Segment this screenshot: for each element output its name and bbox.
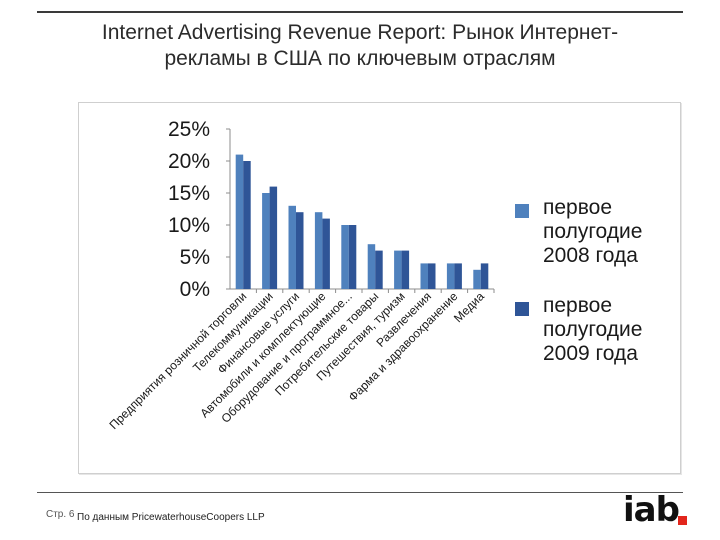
bar-2009 (480, 263, 489, 289)
bar-2008 (446, 263, 455, 289)
legend-2008-line-1: первое (543, 196, 613, 219)
chart-frame: 0% 5% 10% 15% 20% 25% Предприятия розничной то… (78, 102, 681, 474)
legend-2008-line-3: 2008 года (543, 244, 638, 267)
y-tick-label: 0% (180, 278, 210, 301)
slide-title: Internet Advertising Revenue Report: Рын… (37, 20, 683, 72)
page-number: Стр. 6 (46, 509, 75, 520)
bar-2009 (428, 263, 436, 289)
bar-2008 (420, 263, 428, 289)
bar-chart: 0%5%10%15%20%25%Предприятия розничной то… (106, 118, 495, 432)
bar-2008 (341, 225, 349, 289)
bar-2009 (375, 250, 383, 289)
bar-2008 (314, 212, 323, 289)
x-tick-label: Медиа (451, 289, 487, 325)
logo-text: iab (623, 490, 680, 530)
chart-legend: первое полугодие 2008 года первое полуго… (513, 196, 683, 392)
legend-swatch-2009 (515, 302, 529, 316)
slide-title-line-1: Internet Advertising Revenue Report: Рын… (101, 21, 619, 44)
legend-2009-line-3: 2009 года (543, 342, 638, 365)
y-tick-label: 25% (168, 118, 210, 141)
bottom-rule (37, 492, 683, 493)
legend-swatch-2008 (515, 204, 529, 218)
iab-logo: iab (623, 490, 693, 532)
bar-2008 (473, 269, 481, 289)
bar-2008 (394, 250, 402, 289)
legend-2008-line-2: полугодие (543, 220, 643, 243)
bar-2009 (322, 218, 330, 289)
bar-2009 (269, 186, 278, 289)
bar-2008 (262, 193, 270, 289)
logo-dot (678, 516, 687, 525)
legend-2009-line-2: полугодие (543, 318, 643, 341)
bar-2009 (348, 225, 357, 289)
legend-item-2009: первое полугодие 2009 года (513, 294, 683, 366)
y-tick-label: 20% (168, 150, 210, 173)
source-note: По данным PricewaterhouseCoopers LLP (77, 512, 265, 523)
top-rule (37, 11, 683, 13)
bar-2008 (288, 205, 296, 289)
y-tick-label: 10% (168, 214, 210, 237)
bar-2009 (296, 212, 304, 289)
bar-2009 (454, 263, 462, 289)
bar-2009 (401, 250, 410, 289)
legend-item-2008: первое полугодие 2008 года (513, 196, 683, 268)
y-tick-label: 15% (168, 182, 210, 205)
bar-2008 (235, 154, 244, 289)
bar-2009 (243, 161, 251, 289)
legend-2009-line-1: первое (543, 294, 613, 317)
y-tick-label: 5% (180, 246, 210, 269)
slide-title-line-2: рекламы в США по ключевым отраслям (164, 47, 556, 70)
bar-2008 (367, 244, 376, 289)
